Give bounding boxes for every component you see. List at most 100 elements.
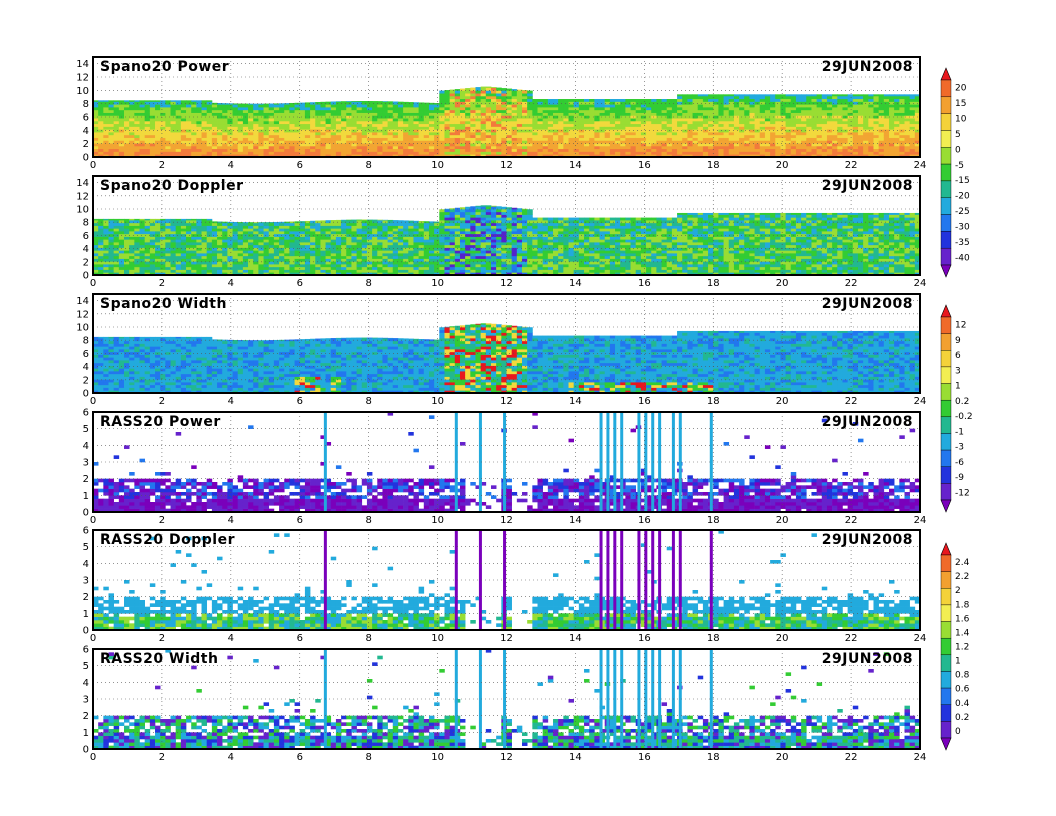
heatmap-cell: [361, 220, 368, 224]
heatmap-cell: [888, 132, 895, 136]
heatmap-cell: [108, 266, 115, 270]
heatmap-cell: [392, 220, 399, 224]
heatmap-cell: [361, 148, 368, 152]
heatmap-cell: [180, 261, 187, 265]
heatmap-cell: [165, 148, 171, 152]
heatmap-cell: [144, 118, 151, 122]
heatmap-cell: [315, 250, 321, 254]
heatmap-cell: [821, 109, 828, 113]
heatmap-cell: [852, 101, 859, 105]
heatmap-cell: [403, 261, 409, 265]
heatmap-cell: [366, 242, 373, 246]
heatmap-cell: [377, 261, 383, 265]
heatmap-cell: [801, 154, 807, 158]
heatmap-cell: [165, 151, 171, 155]
heatmap-cell: [310, 231, 316, 235]
heatmap-cell: [320, 264, 326, 268]
heatmap-cell: [671, 109, 678, 113]
heatmap-cell: [873, 143, 880, 147]
heatmap-cell: [620, 154, 626, 158]
heatmap-cell: [201, 148, 208, 152]
heatmap-cell: [439, 269, 445, 273]
heatmap-cell: [356, 112, 363, 116]
heatmap-cell: [904, 94, 911, 97]
heatmap-cell: [129, 143, 135, 147]
heatmap-cell: [253, 222, 259, 226]
heatmap-cell: [418, 112, 425, 116]
heatmap-cell: [682, 137, 688, 141]
heatmap-cell: [330, 143, 337, 147]
heatmap-cell: [434, 132, 440, 136]
heatmap-cell: [98, 247, 104, 251]
heatmap-cell: [93, 250, 99, 254]
heatmap-cell: [630, 126, 637, 130]
heatmap-cell: [584, 129, 590, 133]
heatmap-cell: [134, 123, 140, 127]
heatmap-cell: [837, 123, 843, 127]
heatmap-cell: [366, 228, 373, 232]
heatmap-cell: [894, 134, 900, 138]
heatmap-cell: [186, 143, 192, 147]
heatmap-cell: [258, 258, 264, 262]
heatmap-cell: [522, 109, 528, 113]
heatmap-cell: [284, 250, 290, 254]
heatmap-cell: [413, 272, 420, 276]
heatmap-cell: [382, 126, 389, 130]
heatmap-cell: [361, 101, 368, 102]
heatmap-cell: [878, 134, 885, 138]
heatmap-cell: [144, 151, 151, 155]
heatmap-cell: [387, 126, 394, 130]
heatmap-cell: [661, 129, 668, 133]
heatmap-cell: [330, 151, 337, 155]
heatmap-cell: [775, 143, 781, 147]
heatmap-cell: [873, 120, 880, 125]
heatmap-cell: [258, 107, 264, 111]
heatmap-cell: [113, 104, 120, 108]
heatmap-cell: [258, 272, 264, 276]
heatmap-cell: [496, 126, 502, 130]
heatmap-cell: [108, 236, 115, 240]
heatmap-cell: [320, 228, 326, 232]
heatmap-cell: [201, 220, 208, 224]
heatmap-cell: [894, 120, 900, 125]
heatmap-cell: [258, 112, 264, 116]
heatmap-cell: [635, 140, 642, 144]
heatmap-cell: [118, 236, 125, 240]
heatmap-cell: [108, 233, 115, 237]
heatmap-cell: [899, 94, 905, 97]
heatmap-cell: [310, 107, 316, 111]
heatmap-cell: [454, 107, 461, 111]
heatmap-cell: [806, 95, 812, 100]
heatmap-cell: [594, 145, 600, 150]
heatmap-cell: [108, 123, 115, 127]
heatmap-cell: [589, 145, 595, 150]
heatmap-cell: [439, 115, 445, 119]
heatmap-cell: [377, 148, 383, 152]
heatmap-cell: [98, 112, 104, 116]
heatmap-cell: [408, 250, 414, 254]
heatmap-cell: [186, 218, 192, 221]
heatmap-cell: [449, 93, 456, 97]
heatmap-cell: [413, 242, 420, 246]
heatmap-cell: [899, 95, 905, 100]
heatmap-cell: [418, 104, 425, 108]
heatmap-cell: [273, 148, 280, 152]
heatmap-cell: [816, 115, 823, 119]
heatmap-cell: [248, 145, 254, 150]
heatmap-cell: [268, 143, 275, 147]
heatmap-cell: [770, 145, 776, 150]
heatmap-cell: [113, 253, 120, 257]
heatmap-cell: [403, 154, 409, 158]
heatmap-cell: [186, 266, 192, 270]
heatmap-cell: [883, 143, 890, 147]
heatmap-cell: [149, 242, 156, 246]
heatmap-cell: [661, 140, 668, 144]
heatmap-cell: [180, 137, 187, 141]
heatmap-cell: [217, 109, 223, 113]
heatmap-cell: [883, 104, 890, 108]
heatmap-cell: [697, 126, 704, 130]
heatmap-cell: [728, 118, 735, 122]
heatmap-cell: [790, 154, 797, 158]
heatmap-cell: [744, 115, 750, 119]
